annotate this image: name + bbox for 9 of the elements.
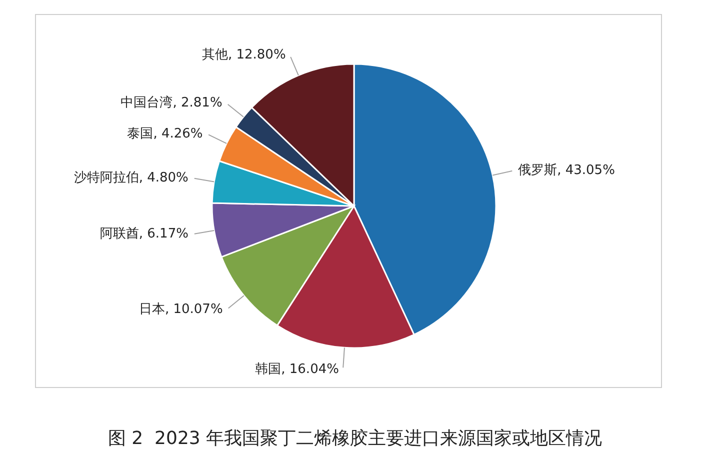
slice-label: 日本, 10.07% xyxy=(138,302,223,318)
slice-label: 中国台湾, 2.81% xyxy=(120,94,222,111)
slice-label: 泰国, 4.26% xyxy=(127,126,203,142)
slice-label: 沙特阿拉伯, 4.80% xyxy=(74,170,188,186)
slice-label: 韩国, 16.04% xyxy=(255,362,339,378)
slice-label: 其他, 12.80% xyxy=(202,48,286,63)
slice-label: 俄罗斯, 43.05% xyxy=(518,162,615,178)
slice-label: 阿联酋, 6.17% xyxy=(100,226,188,242)
text: 图 2 2023 年我国聚丁二烯橡胶主要进口来源国家或地区情况 xyxy=(106,427,604,450)
